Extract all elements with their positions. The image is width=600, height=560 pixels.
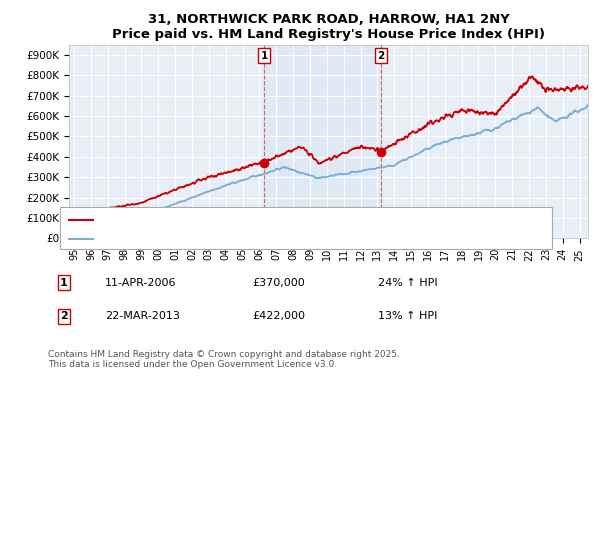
Bar: [264, 45, 381, 239]
Text: HPI: Average price, semi-detached house, Harrow: HPI: Average price, semi-detached house,…: [99, 231, 358, 241]
Text: 13% ↑ HPI: 13% ↑ HPI: [378, 311, 437, 321]
Text: Contains HM Land Registry data © Crown copyright and database right 2025.
This d: Contains HM Land Registry data © Crown c…: [48, 350, 400, 370]
Text: £422,000: £422,000: [252, 311, 305, 321]
Text: 2: 2: [377, 50, 385, 60]
Title: 31, NORTHWICK PARK ROAD, HARROW, HA1 2NY
Price paid vs. HM Land Registry's House: 31, NORTHWICK PARK ROAD, HARROW, HA1 2NY…: [112, 13, 545, 41]
Text: 11-APR-2006: 11-APR-2006: [105, 278, 176, 288]
Text: £370,000: £370,000: [252, 278, 305, 288]
Text: 31, NORTHWICK PARK ROAD, HARROW, HA1 2NY (semi-detached house): 31, NORTHWICK PARK ROAD, HARROW, HA1 2NY…: [99, 212, 476, 222]
Text: 1: 1: [60, 278, 68, 288]
Text: 22-MAR-2013: 22-MAR-2013: [105, 311, 180, 321]
Text: 24% ↑ HPI: 24% ↑ HPI: [378, 278, 437, 288]
Text: 1: 1: [260, 50, 268, 60]
Text: 2: 2: [60, 311, 68, 321]
